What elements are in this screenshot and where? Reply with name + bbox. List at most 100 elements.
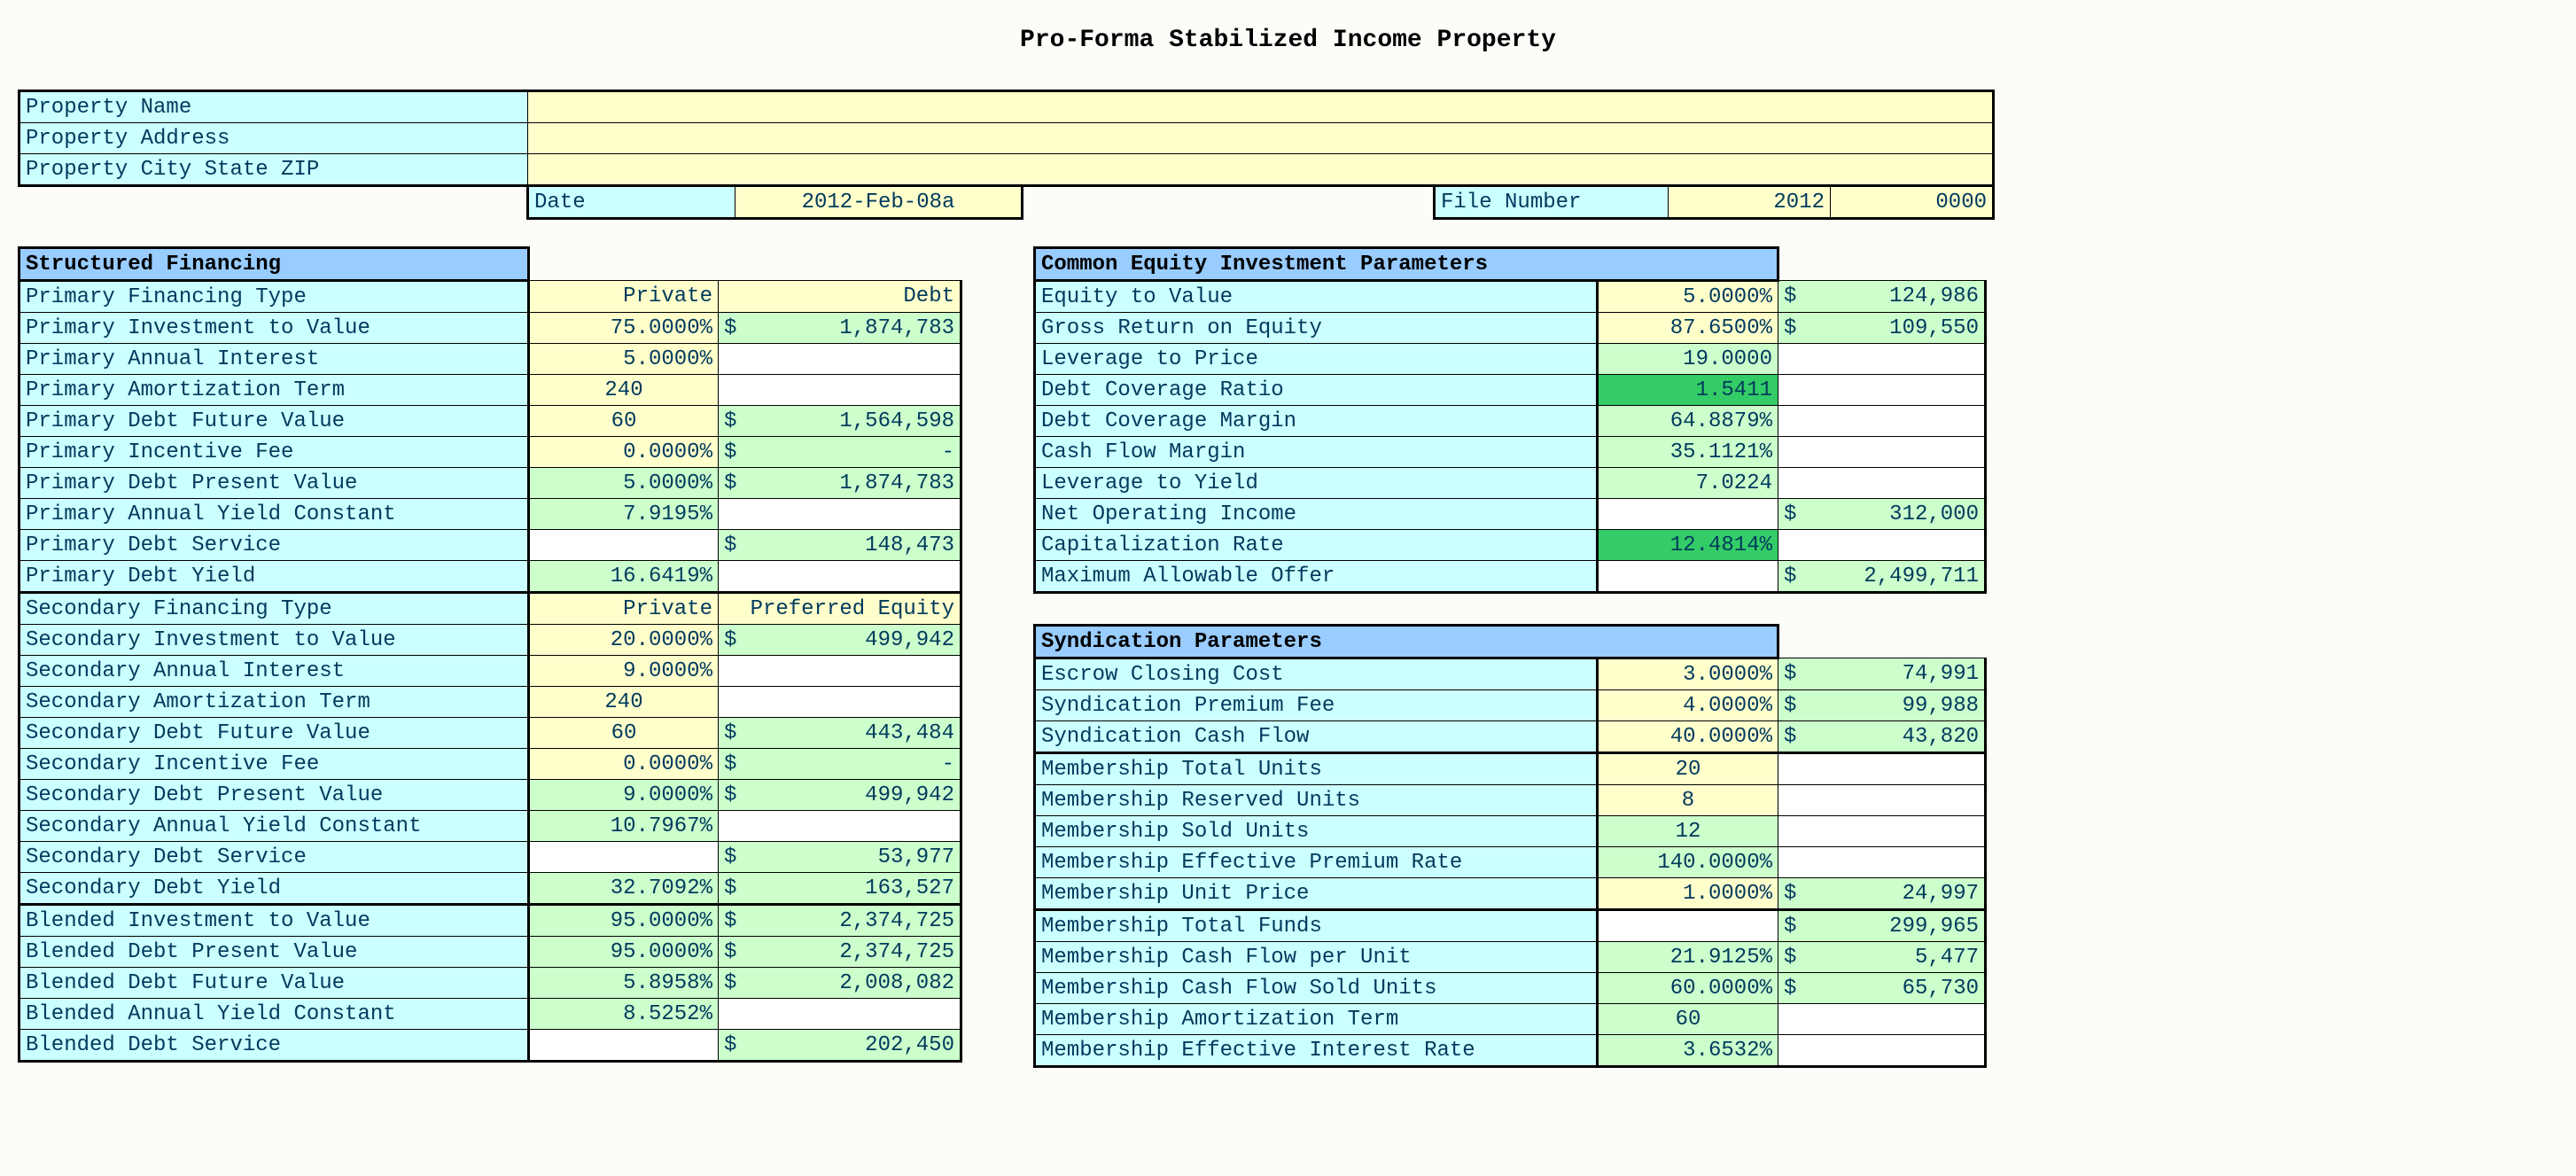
row-value-2: $299,965 (1778, 910, 1986, 942)
row-value-1[interactable]: 3.0000% (1598, 658, 1778, 690)
row-label: Membership Sold Units (1035, 816, 1598, 847)
row-value-2 (719, 375, 961, 406)
row-value-1[interactable]: 4.0000% (1598, 690, 1778, 721)
file-year[interactable]: 2012 (1669, 186, 1831, 219)
row-value-2: $74,991 (1778, 658, 1986, 690)
row-value-2 (1778, 344, 1986, 375)
row-label: Maximum Allowable Offer (1035, 561, 1598, 593)
row-value-1[interactable]: 60 (529, 406, 719, 437)
row-value-1[interactable]: Private (529, 281, 719, 313)
row-label: Blended Debt Future Value (19, 968, 529, 999)
row-value-1: 10.7967% (529, 811, 719, 842)
property-address-label: Property Address (19, 123, 528, 154)
row-value-2: $43,820 (1778, 721, 1986, 753)
row-value-1[interactable]: 9.0000% (529, 656, 719, 687)
row-value-1 (529, 530, 719, 561)
row-label: Blended Annual Yield Constant (19, 999, 529, 1030)
row-value-2: $1,874,783 (719, 313, 961, 344)
row-value-1[interactable]: 75.0000% (529, 313, 719, 344)
date-label: Date (528, 186, 735, 219)
row-label: Primary Investment to Value (19, 313, 529, 344)
row-value-1[interactable]: 8 (1598, 785, 1778, 816)
row-label: Secondary Annual Interest (19, 656, 529, 687)
property-header-table: Property Name Property Address Property … (18, 90, 1995, 220)
date-value[interactable]: 2012-Feb-08a (735, 186, 1023, 219)
row-value-1[interactable]: 0.0000% (529, 749, 719, 780)
property-csz-label: Property City State ZIP (19, 154, 528, 186)
row-value-1: 19.0000 (1598, 344, 1778, 375)
sf-header: Structured Financing (19, 248, 529, 281)
row-label: Secondary Debt Future Value (19, 718, 529, 749)
row-label: Membership Total Units (1035, 753, 1598, 785)
row-value-1[interactable]: 240 (529, 687, 719, 718)
row-value-2 (719, 344, 961, 375)
row-label: Blended Debt Present Value (19, 937, 529, 968)
row-value-1: 5.8958% (529, 968, 719, 999)
row-value-2: $163,527 (719, 873, 961, 905)
row-value-2: $99,988 (1778, 690, 1986, 721)
page-title: Pro-Forma Stabilized Income Property (18, 27, 2558, 54)
property-name-value[interactable] (528, 91, 1994, 123)
row-value-1[interactable]: 5.0000% (529, 344, 719, 375)
row-label: Membership Unit Price (1035, 878, 1598, 910)
row-value-1: 9.0000% (529, 780, 719, 811)
row-value-1: 64.8879% (1598, 406, 1778, 437)
row-label: Syndication Cash Flow (1035, 721, 1598, 753)
row-value-2 (1778, 1004, 1986, 1035)
row-value-1[interactable]: 240 (529, 375, 719, 406)
row-value-1: 60.0000% (1598, 973, 1778, 1004)
row-label: Gross Return on Equity (1035, 313, 1598, 344)
row-value-1[interactable]: 20 (1598, 753, 1778, 785)
row-label: Blended Investment to Value (19, 905, 529, 937)
row-value-1[interactable]: 40.0000% (1598, 721, 1778, 753)
row-label: Syndication Premium Fee (1035, 690, 1598, 721)
row-value-2: $53,977 (719, 842, 961, 873)
row-value-1: 8.5252% (529, 999, 719, 1030)
row-label: Primary Debt Future Value (19, 406, 529, 437)
row-value-1[interactable]: 5.0000% (1598, 281, 1778, 313)
structured-financing-table: Structured Financing Primary Financing T… (18, 246, 962, 1063)
row-label: Primary Debt Service (19, 530, 529, 561)
row-value-1[interactable]: 87.6500% (1598, 313, 1778, 344)
row-value-2: $- (719, 749, 961, 780)
property-csz-value[interactable] (528, 154, 1994, 186)
row-label: Secondary Annual Yield Constant (19, 811, 529, 842)
row-value-1: 12.4814% (1598, 530, 1778, 561)
row-value-1: 7.0224 (1598, 468, 1778, 499)
row-value-1: 32.7092% (529, 873, 719, 905)
row-label: Leverage to Price (1035, 344, 1598, 375)
row-value-2: $65,730 (1778, 973, 1986, 1004)
row-value-2: $124,986 (1778, 281, 1986, 313)
row-value-1[interactable]: 0.0000% (529, 437, 719, 468)
row-value-1 (1598, 910, 1778, 942)
row-value-2 (1778, 1035, 1986, 1067)
row-label: Membership Effective Premium Rate (1035, 847, 1598, 878)
syndication-table: Syndication Parameters Escrow Closing Co… (1033, 624, 1987, 1068)
file-seq[interactable]: 0000 (1831, 186, 1994, 219)
row-value-1[interactable]: Private (529, 593, 719, 625)
row-label: Primary Financing Type (19, 281, 529, 313)
row-value-1: 16.6419% (529, 561, 719, 593)
row-value-2 (719, 561, 961, 593)
row-label: Net Operating Income (1035, 499, 1598, 530)
row-value-2[interactable]: Debt (719, 281, 961, 313)
row-label: Secondary Investment to Value (19, 625, 529, 656)
row-label: Secondary Debt Yield (19, 873, 529, 905)
property-address-value[interactable] (528, 123, 1994, 154)
row-value-1 (1598, 499, 1778, 530)
row-label: Leverage to Yield (1035, 468, 1598, 499)
row-value-2 (1778, 375, 1986, 406)
row-value-1[interactable]: 60 (529, 718, 719, 749)
row-value-2: $1,874,783 (719, 468, 961, 499)
row-label: Cash Flow Margin (1035, 437, 1598, 468)
row-label: Membership Cash Flow Sold Units (1035, 973, 1598, 1004)
row-value-2: $499,942 (719, 780, 961, 811)
row-value-2 (719, 687, 961, 718)
row-value-1[interactable]: 20.0000% (529, 625, 719, 656)
row-value-2[interactable]: Preferred Equity (719, 593, 961, 625)
row-label: Equity to Value (1035, 281, 1598, 313)
row-value-1: 7.9195% (529, 499, 719, 530)
row-value-2: $2,374,725 (719, 905, 961, 937)
row-value-1: 140.0000% (1598, 847, 1778, 878)
row-value-1[interactable]: 1.0000% (1598, 878, 1778, 910)
